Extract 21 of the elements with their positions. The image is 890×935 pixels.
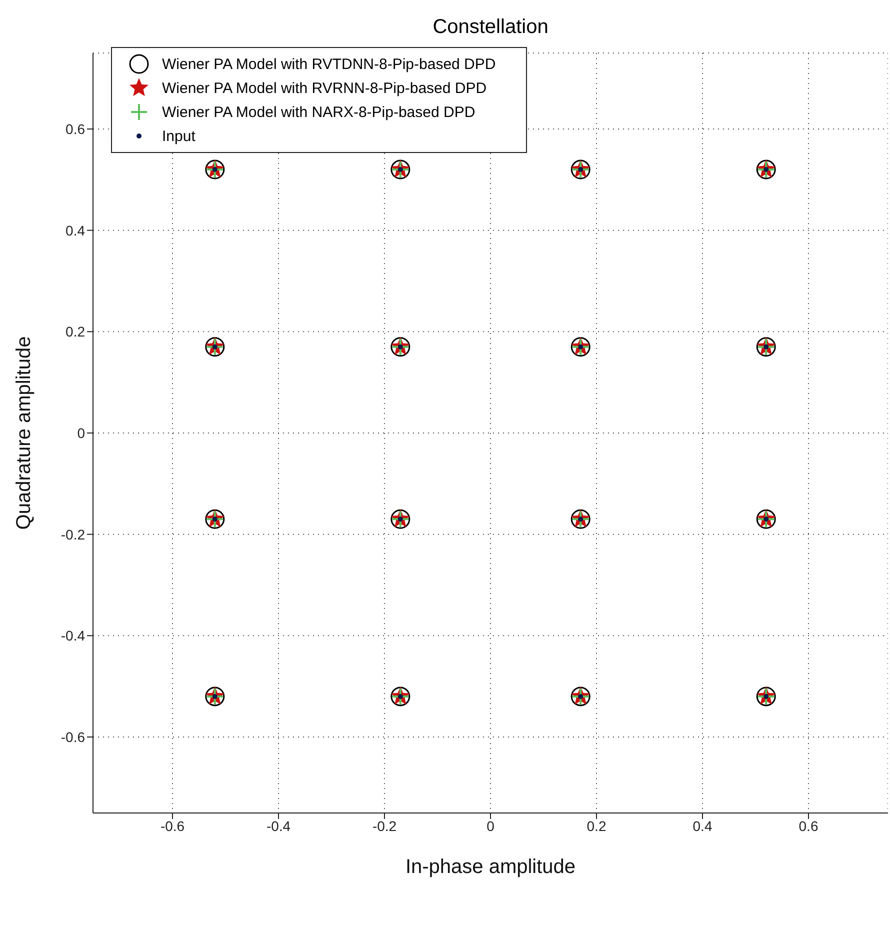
x-tick-label: -0.2 <box>372 818 397 834</box>
y-tick-label: -0.4 <box>60 628 86 644</box>
y-tick-label: 0.6 <box>66 120 86 137</box>
x-tick-label: -0.6 <box>160 818 185 834</box>
legend-label: Input <box>162 128 196 144</box>
legend-label: Wiener PA Model with NARX-8-Pip-based DPD <box>162 104 476 120</box>
legend-label: Wiener PA Model with RVRNN-8-Pip-based DPD <box>162 80 487 96</box>
x-tick-label: -0.4 <box>266 818 291 834</box>
y-axis-title: Quadrature amplitude <box>13 336 36 530</box>
legend-label: Wiener PA Model with RVTDNN-8-Pip-based DPD <box>162 56 496 72</box>
x-tick-label: 0.4 <box>692 818 712 834</box>
chart-title: Constellation <box>432 16 550 39</box>
y-tick-label: 0.2 <box>66 324 86 340</box>
y-tick-label: -0.6 <box>60 728 86 745</box>
x-tick-label: 0 <box>486 818 495 834</box>
x-tick-label: 0.2 <box>586 818 606 834</box>
y-tick-label: 0.4 <box>66 222 86 238</box>
x-axis-title: In-phase amplitude <box>405 856 576 878</box>
y-tick-label: -0.2 <box>60 526 86 542</box>
y-tick-label: 0 <box>77 424 86 441</box>
x-tick-label: 0.6 <box>798 818 818 834</box>
